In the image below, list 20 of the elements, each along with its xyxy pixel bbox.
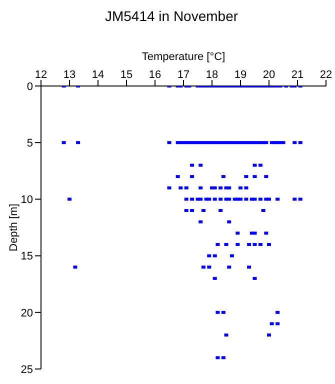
y-tick-label: 0 [26, 80, 33, 93]
x-tick-label: 13 [63, 69, 76, 81]
x-tick-label: 20 [262, 69, 276, 81]
x-tick-label: 18 [206, 69, 218, 81]
x-tick-label: 21 [291, 69, 304, 81]
x-tick-label: 14 [92, 69, 104, 81]
x-tick-label: 22 [320, 69, 332, 81]
y-tick-label: 20 [20, 307, 33, 320]
x-tick-label: 15 [120, 69, 133, 81]
y-tick-label: 15 [20, 250, 33, 263]
x-tick-label: 16 [148, 69, 162, 81]
chart-title: JM5414 in November [104, 8, 240, 24]
x-tick-label: 19 [234, 69, 247, 81]
x-tick-label: 12 [34, 69, 48, 81]
y-tick-label: 25 [20, 364, 33, 376]
x-tick-label: 17 [177, 69, 190, 81]
y-axis-title: Depth [m] [8, 204, 20, 252]
y-tick-label: 5 [26, 138, 33, 150]
x-axis-title: Temperature [°C] [142, 50, 226, 63]
y-tick-label: 10 [20, 194, 33, 206]
